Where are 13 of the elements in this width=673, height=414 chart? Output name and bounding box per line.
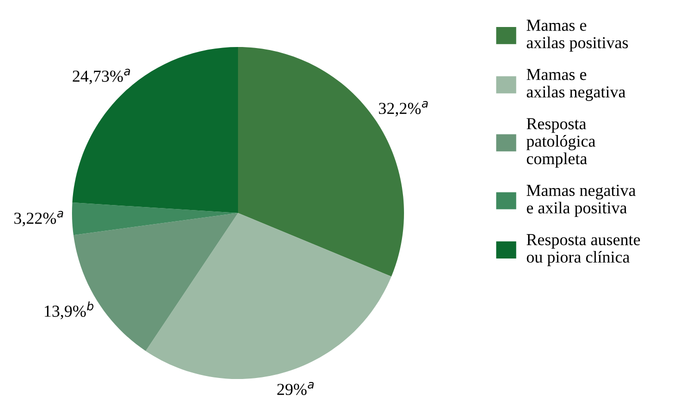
data-label: 3,22%$^{a}$: [14, 210, 64, 226]
legend-label: Resposta ausente ou piora clínica: [526, 234, 640, 266]
data-label: 32,2%$^{a}$: [379, 100, 428, 116]
data-label: 29%$^{a}$: [277, 382, 314, 396]
data-label: 24,73%$^{a}$: [72, 68, 130, 84]
data-label: 13,9%$^{b}$: [44, 301, 94, 320]
legend-label: Mamas e axilas negativa: [526, 69, 626, 101]
pie-slice: [146, 213, 392, 379]
legend-label: Resposta patológica completa: [526, 118, 596, 168]
pie-slice: [72, 47, 238, 213]
pie-slice: [72, 202, 238, 236]
legend-label: Mamas negativa e axila positiva: [526, 184, 636, 217]
legend-label: Mamas e axilas positivas: [526, 20, 628, 52]
